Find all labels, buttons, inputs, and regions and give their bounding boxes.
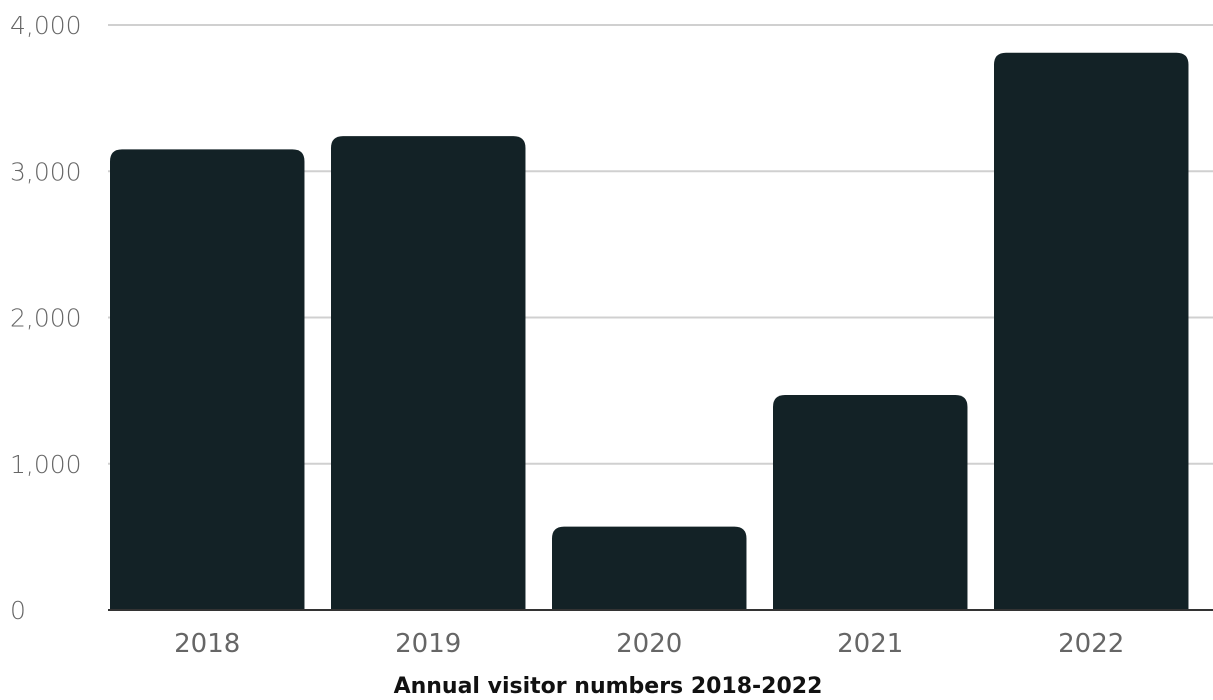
bar-2022 <box>994 52 1189 611</box>
y-tick-label: 1,000 <box>10 450 82 479</box>
y-axis-ticks: 0 1,000 2,000 3,000 4,000 <box>10 11 82 625</box>
bar-2019 <box>331 136 526 610</box>
y-tick-label: 2,000 <box>10 304 82 333</box>
bar-2020 <box>552 526 747 610</box>
y-tick-label: 3,000 <box>10 157 82 186</box>
x-axis-label: Annual visitor numbers 2018-2022 <box>394 674 823 699</box>
x-tick-label: 2019 <box>395 629 461 659</box>
bars <box>110 52 1189 611</box>
x-tick-label: 2018 <box>174 629 240 659</box>
x-tick-label: 2021 <box>837 629 903 659</box>
x-axis-ticks: 2018 2019 2020 2021 2022 <box>174 629 1124 659</box>
x-tick-label: 2022 <box>1058 629 1124 659</box>
y-tick-label: 0 <box>10 596 26 625</box>
y-tick-label: 4,000 <box>10 11 82 40</box>
bar-2021 <box>773 395 968 610</box>
bar-2018 <box>110 149 305 610</box>
x-tick-label: 2020 <box>616 629 682 659</box>
